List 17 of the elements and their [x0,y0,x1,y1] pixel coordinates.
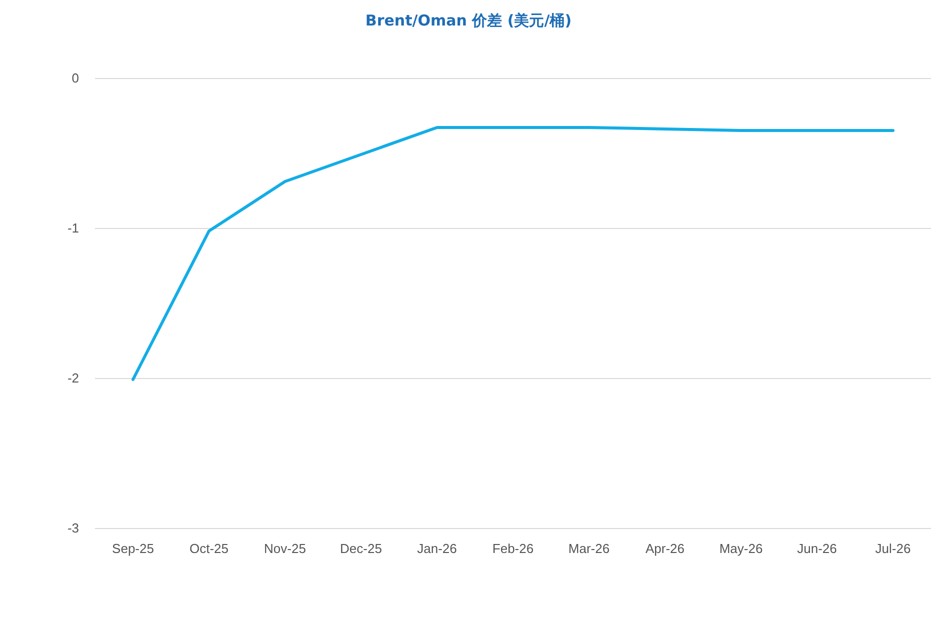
x-tick-label: May-26 [719,541,763,556]
x-tick-label: Jan-26 [417,541,457,556]
y-tick-label: -2 [67,370,79,386]
line-series [132,126,894,381]
y-tick-label: -3 [67,520,79,536]
x-tick-label: Nov-25 [264,541,306,556]
x-tick-label: Dec-25 [340,541,382,556]
x-tick-label: Oct-25 [189,541,229,556]
x-tick-label: Feb-26 [492,541,534,556]
y-tick-label: -1 [67,220,79,236]
x-tick-label: Jul-26 [875,541,911,556]
x-tick-label: Apr-26 [645,541,685,556]
chart-title: Brent/Oman 价差 (美元/桶) [365,12,572,30]
x-tick-label: Sep-25 [112,541,154,556]
x-tick-label: Mar-26 [568,541,610,556]
y-tick-label: 0 [72,70,79,86]
x-tick-label: Jun-26 [797,541,837,556]
